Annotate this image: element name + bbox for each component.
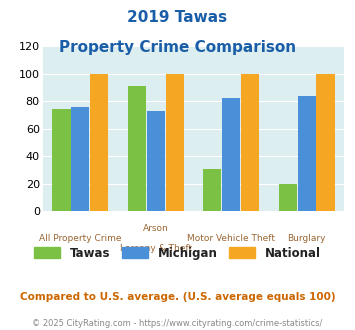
Text: Larceny & Theft: Larceny & Theft <box>120 244 192 253</box>
Text: Compared to U.S. average. (U.S. average equals 100): Compared to U.S. average. (U.S. average … <box>20 292 335 302</box>
Bar <box>316 74 334 211</box>
Text: © 2025 CityRating.com - https://www.cityrating.com/crime-statistics/: © 2025 CityRating.com - https://www.city… <box>32 319 323 328</box>
Bar <box>128 86 146 211</box>
Legend: Tawas, Michigan, National: Tawas, Michigan, National <box>34 247 321 260</box>
Text: Arson: Arson <box>143 224 169 233</box>
Bar <box>241 74 259 211</box>
Bar <box>203 169 222 211</box>
Bar <box>90 74 108 211</box>
Bar <box>71 107 89 211</box>
Bar <box>297 96 316 211</box>
Text: 2019 Tawas: 2019 Tawas <box>127 10 228 25</box>
Text: Property Crime Comparison: Property Crime Comparison <box>59 40 296 54</box>
Text: Motor Vehicle Theft: Motor Vehicle Theft <box>187 234 275 243</box>
Bar <box>147 111 165 211</box>
Bar <box>53 110 71 211</box>
Text: Burglary: Burglary <box>288 234 326 243</box>
Bar <box>279 184 297 211</box>
Bar <box>222 98 240 211</box>
Bar <box>165 74 184 211</box>
Text: All Property Crime: All Property Crime <box>39 234 121 243</box>
